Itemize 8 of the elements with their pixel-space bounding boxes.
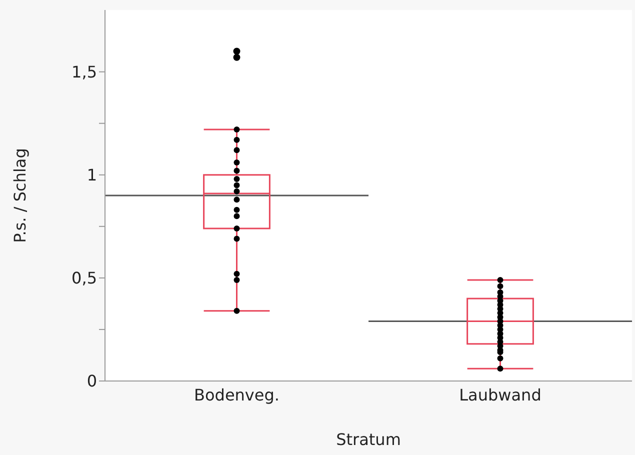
y-tick-label: 1,5 bbox=[72, 62, 97, 82]
y-tick-label: 0,5 bbox=[72, 268, 97, 288]
x-axis-title: Stratum bbox=[336, 430, 401, 449]
y-axis-title: P.s. / Schlag bbox=[10, 148, 30, 243]
x-tick-label: Bodenveg. bbox=[194, 385, 280, 404]
y-tick-label: 0 bbox=[86, 372, 97, 391]
y-tick-label: 1 bbox=[86, 166, 97, 185]
x-tick-label: Laubwand bbox=[459, 385, 542, 404]
